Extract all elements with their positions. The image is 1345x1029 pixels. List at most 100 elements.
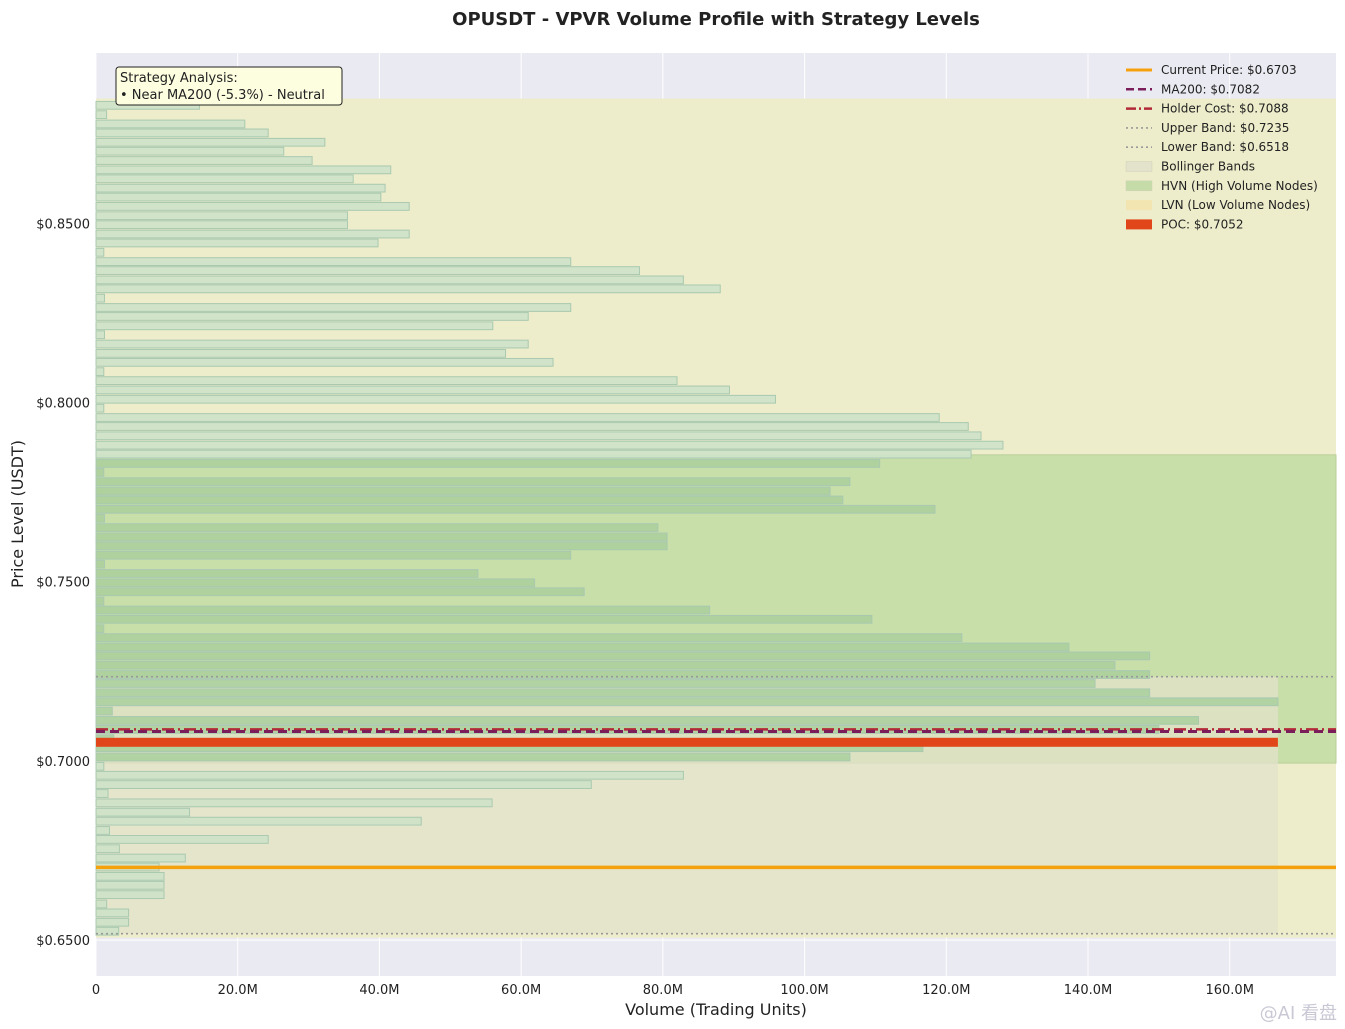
volume-bar <box>95 394 777 404</box>
legend-swatch <box>1126 219 1152 230</box>
legend-item: Upper Band: $0.7235 <box>1126 121 1289 135</box>
x-tick-label: 80.0M <box>643 983 683 998</box>
volume-bar <box>95 688 1151 698</box>
volume-bar <box>95 899 108 909</box>
volume-bar <box>95 651 1151 661</box>
volume-bar <box>95 908 130 918</box>
volume-bar <box>95 247 105 257</box>
legend-item: Current Price: $0.6703 <box>1126 63 1297 77</box>
volume-bar <box>95 303 572 312</box>
x-tick-label: 0 <box>92 983 100 998</box>
volume-bar <box>95 835 269 844</box>
volume-bar <box>95 348 507 358</box>
volume-bar <box>95 403 105 413</box>
volume-bar <box>95 376 678 386</box>
legend-item: POC: $0.7052 <box>1126 217 1244 231</box>
volume-bar <box>95 330 106 340</box>
volume-bar <box>95 504 936 514</box>
x-axis: 0 20.0M 40.0M 60.0M 80.0M 100.0M 120.0M 140.0M 1… <box>92 983 1254 998</box>
volume-bar <box>95 578 536 588</box>
volume-bar <box>95 183 386 193</box>
volume-bar <box>95 770 684 780</box>
volume-bar <box>95 440 1004 450</box>
volume-bar <box>95 550 572 560</box>
volume-bar <box>95 156 313 165</box>
y-tick-label: $0.7500 <box>36 576 90 591</box>
legend-swatch <box>1126 200 1152 211</box>
strategy-annotation: Strategy Analysis: • Near MA200 (-5.3%) … <box>115 66 343 106</box>
volume-bar <box>95 569 479 578</box>
volume-bar <box>95 926 120 936</box>
volume-bar <box>95 467 105 477</box>
volume-bar <box>95 917 130 927</box>
volume-bar <box>95 826 110 835</box>
volume-bar <box>95 211 349 221</box>
volume-bar <box>95 596 105 606</box>
volume-bar <box>95 614 873 624</box>
volume-bar <box>95 486 831 496</box>
volume-bar <box>95 275 684 285</box>
volume-bar <box>95 312 529 321</box>
legend-label: Holder Cost: $0.7088 <box>1161 102 1289 116</box>
legend-label: HVN (High Volume Nodes) <box>1161 179 1318 193</box>
volume-bar <box>95 477 851 487</box>
volume-bar <box>95 880 165 890</box>
y-tick-label: $0.8000 <box>36 396 90 411</box>
x-tick-label: 60.0M <box>501 983 541 998</box>
x-tick-label: 40.0M <box>359 983 399 998</box>
volume-bar <box>95 871 165 881</box>
legend-label: LVN (Low Volume Nodes) <box>1161 198 1310 212</box>
volume-bar <box>95 716 1200 725</box>
legend-label: Bollinger Bands <box>1161 160 1255 174</box>
chart-title: OPUSDT - VPVR Volume Profile with Strate… <box>452 9 980 30</box>
volume-bar <box>95 119 246 129</box>
volume-bar <box>95 798 493 808</box>
volume-bar <box>95 293 106 303</box>
legend-item: Holder Cost: $0.7088 <box>1126 102 1289 116</box>
volume-bar <box>95 422 969 431</box>
volume-bar <box>95 789 109 798</box>
volume-bar <box>95 697 1279 707</box>
y-tick-label: $0.6500 <box>36 934 90 949</box>
volume-bar <box>95 192 382 202</box>
annotation-heading: Strategy Analysis: <box>120 71 238 86</box>
volume-bar <box>95 587 585 597</box>
legend: Current Price: $0.6703 MA200: $0.7082 Hold… <box>1125 63 1318 231</box>
volume-bar <box>95 532 668 542</box>
volume-bar <box>95 220 349 230</box>
x-tick-label: 100.0M <box>780 983 828 998</box>
volume-bar <box>95 605 711 615</box>
volume-bar <box>95 229 410 239</box>
volume-bar <box>95 413 940 422</box>
volume-bar <box>95 559 106 569</box>
legend-swatch <box>1125 180 1153 192</box>
annotation-box <box>115 66 343 106</box>
legend-item: HVN (High Volume Nodes) <box>1125 179 1318 193</box>
legend-item: Lower Band: $0.6518 <box>1126 140 1289 154</box>
volume-bar <box>95 890 165 900</box>
volume-bar <box>95 128 269 138</box>
volume-bar <box>95 385 730 395</box>
volume-bar <box>95 523 659 532</box>
volume-bar <box>95 284 721 294</box>
volume-bar <box>95 513 106 523</box>
volume-bar <box>95 670 1151 679</box>
x-axis-label: Volume (Trading Units) <box>625 1000 807 1019</box>
volume-bar <box>95 367 105 377</box>
volume-bar <box>95 706 113 716</box>
legend-label: MA200: $0.7082 <box>1161 82 1260 96</box>
y-axis: $0.6500 $0.7000 $0.7500 $0.8000 $0.8500 <box>36 217 90 949</box>
volume-bar <box>95 495 844 505</box>
x-tick-label: 160.0M <box>1205 983 1253 998</box>
volume-bar <box>95 266 640 275</box>
volume-bar <box>95 541 668 551</box>
volume-bar <box>95 431 982 441</box>
volume-bar <box>95 321 494 331</box>
legend-label: Lower Band: $0.6518 <box>1161 140 1289 154</box>
volume-bar <box>95 459 881 468</box>
watermark: @AI 看盘 <box>1259 1003 1337 1024</box>
volume-bar <box>95 357 554 367</box>
y-tick-label: $0.8500 <box>36 217 90 232</box>
volume-bar <box>95 780 592 789</box>
